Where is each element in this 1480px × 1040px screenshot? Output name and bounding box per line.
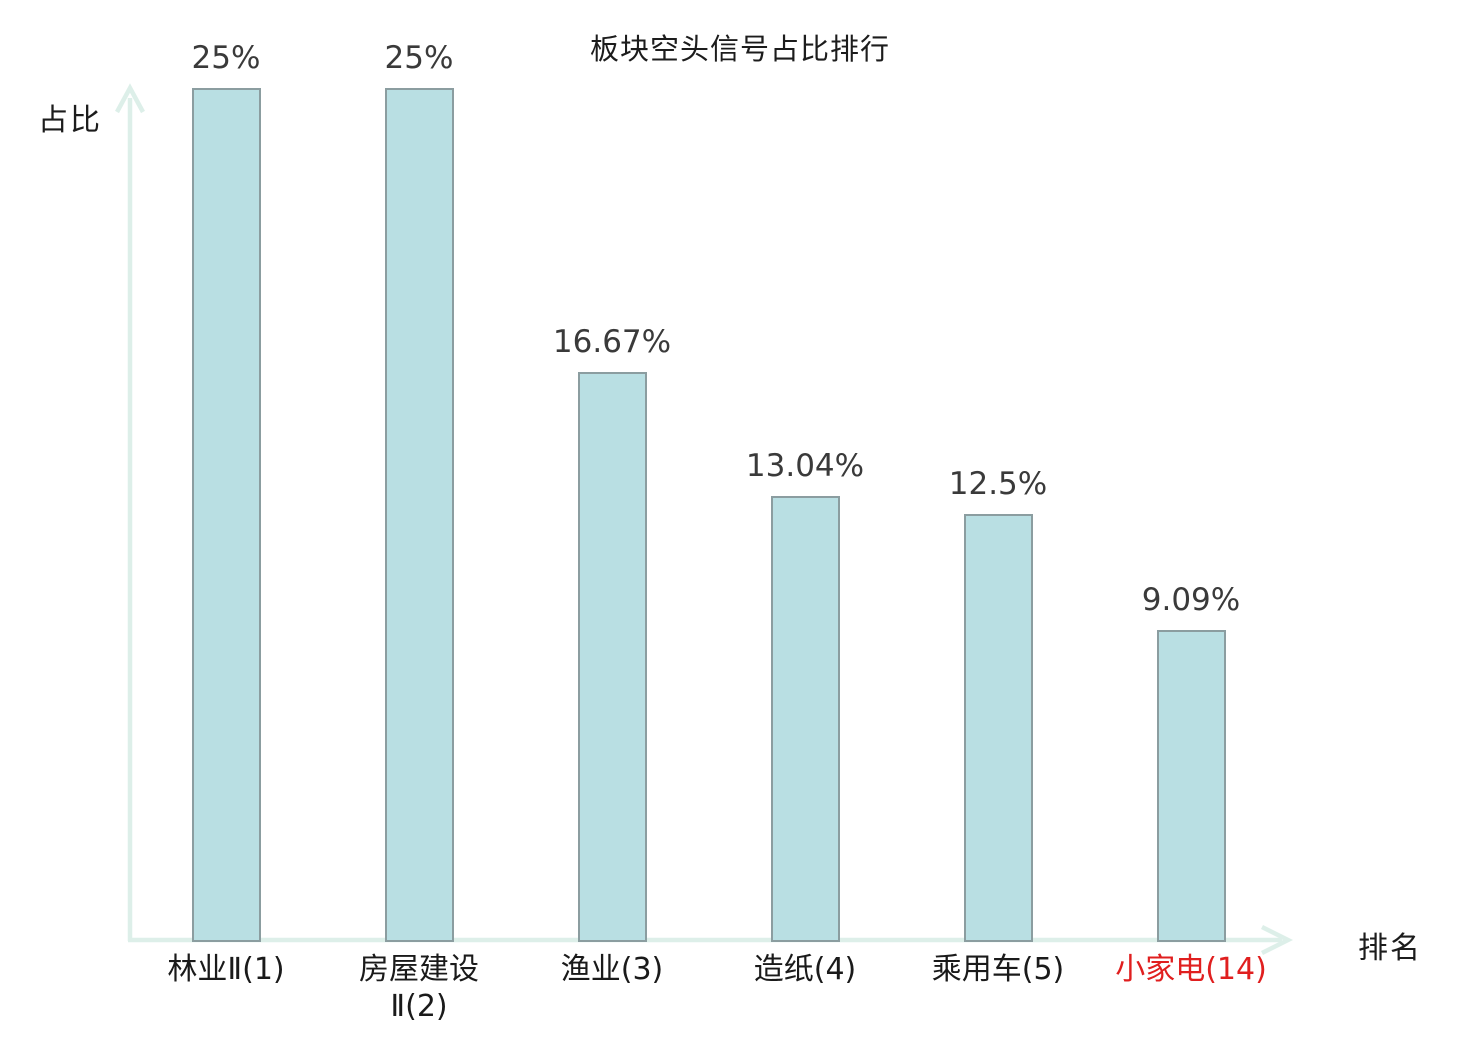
bar-category-label: 小家电(14) (1115, 952, 1267, 987)
bar-rank-5 (963, 514, 1033, 942)
bar-category-label: 乘用车(5) (931, 952, 1065, 987)
bar-rank-4 (770, 495, 840, 942)
bar-rank-3 (577, 371, 647, 942)
y-axis-arrow-icon (115, 83, 145, 114)
bar-rank-2 (384, 88, 454, 942)
bar-value-label: 12.5% (948, 466, 1048, 502)
x-axis-label: 排名 (1358, 931, 1422, 966)
bar-category-label: 林业Ⅱ(1) (167, 952, 285, 987)
bar-rank-1 (191, 88, 261, 942)
bar-value-label: 9.09% (1141, 582, 1241, 619)
bar-category-label: 房屋建设 Ⅱ(2) (359, 952, 479, 1024)
bar-category-label: 渔业(3) (560, 952, 664, 987)
bar-value-label: 25% (191, 40, 261, 76)
x-axis-arrow-icon (1260, 924, 1294, 956)
bar-rank-6 (1156, 630, 1226, 942)
bar-category-label: 造纸(4) (753, 952, 857, 987)
chart-title: 板块空头信号占比排行 (589, 32, 890, 66)
bar-value-label: 25% (384, 40, 454, 76)
bar-value-label: 13.04% (745, 447, 865, 484)
y-axis-label: 占比 (38, 103, 102, 138)
bar-value-label: 16.67% (552, 323, 672, 360)
